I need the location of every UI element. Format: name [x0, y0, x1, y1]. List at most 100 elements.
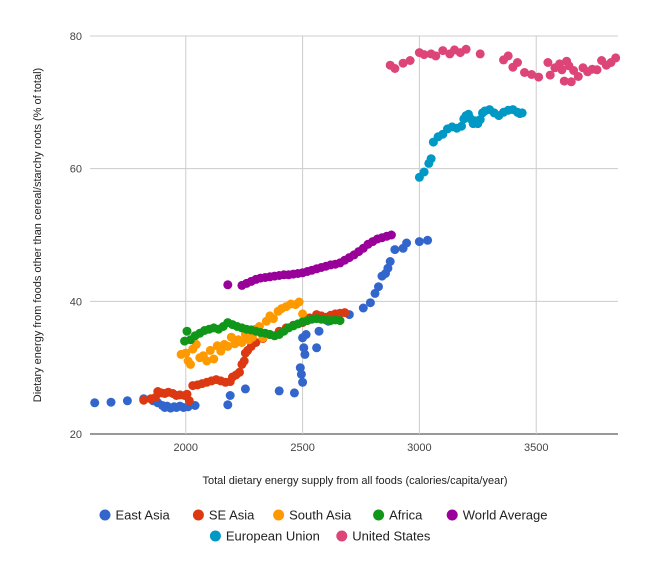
series-world-average: [223, 230, 396, 290]
legend-item-united-states[interactable]: United States: [336, 529, 431, 544]
data-point: [301, 330, 311, 339]
legend-marker: [99, 509, 111, 521]
data-point: [335, 316, 345, 326]
data-point: [223, 280, 233, 290]
data-point: [390, 64, 400, 73]
tick-labels: 20 40 60 80 2000 2500 3000 3500: [70, 31, 549, 454]
data-point: [312, 343, 322, 353]
grid: [90, 35, 618, 435]
legend-marker: [209, 530, 221, 542]
data-point: [559, 76, 569, 86]
data-point: [461, 44, 471, 54]
legend-label: European Union: [226, 529, 320, 544]
data-point: [298, 309, 308, 319]
data-point: [340, 308, 350, 318]
data-point: [184, 396, 194, 406]
data-points: [90, 44, 621, 413]
data-point: [235, 367, 244, 377]
data-point: [431, 51, 441, 61]
data-point: [139, 395, 149, 405]
data-point: [90, 398, 100, 408]
data-point: [543, 58, 553, 67]
data-point: [426, 154, 436, 164]
data-point: [370, 288, 380, 298]
legend-item-se-asia[interactable]: SE Asia: [192, 508, 255, 523]
data-point: [545, 70, 555, 80]
y-tick-label: 60: [70, 164, 82, 176]
legend-marker: [192, 509, 204, 521]
data-point: [181, 348, 191, 358]
y-axis-title: Dietary energy from foods other than cer…: [32, 68, 44, 402]
data-point: [513, 58, 522, 67]
legend-marker: [273, 509, 285, 521]
data-point: [182, 326, 192, 336]
data-point: [390, 245, 400, 255]
x-tick-label: 3000: [407, 442, 431, 454]
data-point: [289, 388, 299, 398]
legend-label: East Asia: [116, 508, 171, 523]
legend-marker: [373, 509, 385, 521]
legend-label: United States: [352, 529, 431, 544]
series-united-states: [385, 44, 621, 87]
data-point: [566, 77, 576, 87]
data-point: [225, 391, 235, 400]
legend-marker: [446, 509, 458, 521]
data-point: [534, 72, 544, 82]
data-point: [239, 356, 249, 366]
data-point: [365, 298, 375, 308]
data-point: [298, 377, 308, 387]
data-point: [402, 238, 412, 248]
data-point: [294, 297, 304, 307]
legend-item-world-average[interactable]: World Average: [446, 508, 548, 523]
legend: East Asia SE Asia South Asia Africa World Av…: [99, 508, 548, 544]
series-european-union: [414, 105, 527, 182]
data-point: [419, 50, 429, 60]
legend-label: SE Asia: [209, 508, 255, 523]
data-point: [226, 332, 236, 342]
data-point: [358, 303, 368, 313]
data-point: [216, 346, 226, 356]
data-point: [611, 53, 621, 63]
data-point: [186, 359, 195, 369]
data-point: [296, 369, 306, 379]
data-point: [122, 396, 132, 406]
data-point: [202, 356, 212, 366]
data-point: [423, 235, 433, 245]
data-point: [374, 282, 383, 292]
data-point: [419, 167, 429, 177]
data-point: [503, 51, 513, 61]
data-point: [274, 386, 284, 396]
data-point: [414, 237, 424, 247]
x-tick-label: 3500: [524, 442, 548, 454]
data-point: [205, 345, 215, 355]
data-point: [106, 397, 116, 407]
data-point: [385, 257, 395, 266]
data-point: [300, 349, 310, 359]
data-point: [592, 65, 602, 75]
data-point: [527, 70, 537, 79]
legend-item-south-asia[interactable]: South Asia: [273, 508, 352, 523]
data-point: [237, 338, 247, 347]
legend-item-european-union[interactable]: European Union: [209, 529, 320, 544]
data-point: [557, 65, 567, 75]
y-tick-label: 80: [70, 31, 82, 43]
legend-label: World Average: [463, 508, 548, 523]
data-point: [520, 68, 529, 77]
data-point: [223, 400, 233, 410]
y-tick-label: 40: [70, 296, 82, 308]
legend-item-east-asia[interactable]: East Asia: [99, 508, 171, 523]
x-tick-label: 2000: [174, 442, 198, 454]
y-tick-label: 20: [70, 429, 82, 441]
x-tick-label: 2500: [290, 442, 314, 454]
data-point: [398, 58, 408, 68]
data-point: [386, 230, 396, 240]
x-axis-title: Total dietary energy supply from all foo…: [202, 475, 507, 487]
data-point: [573, 72, 583, 81]
data-point: [314, 326, 324, 336]
legend-marker: [336, 530, 348, 542]
legend-item-africa[interactable]: Africa: [373, 508, 423, 523]
data-point: [457, 121, 466, 131]
data-point: [475, 49, 485, 59]
data-point: [209, 354, 219, 364]
